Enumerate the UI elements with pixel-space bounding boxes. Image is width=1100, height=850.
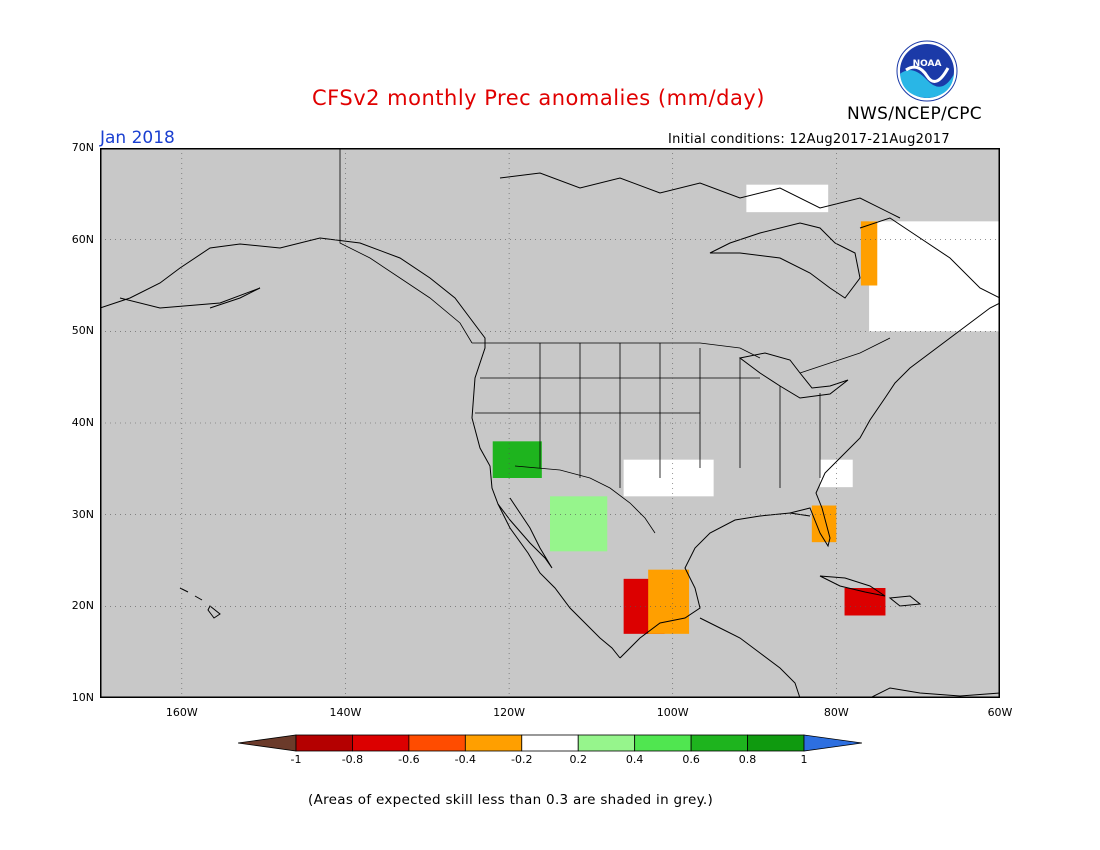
colorbar-level-label: -1 [290,753,302,766]
colorbar-level-label: 0.6 [682,753,700,766]
colorbar-box [634,734,692,752]
cuba [819,575,886,597]
hawaii-islands [179,587,221,619]
precip-anomaly-map [100,148,1000,698]
anomaly-southwest-us-green [492,441,542,478]
colorbar-level-label: -0.4 [454,753,477,766]
lon-label: 100W [656,706,689,719]
anomaly-baja-sonora-green [550,496,608,552]
anomaly-central-mexico-orange [648,569,690,634]
coastlines [100,172,1000,698]
mexico-gulf-coast [619,512,811,659]
colorbar-box [521,734,579,752]
alaska-canada-border [339,148,473,344]
lon-label: 60W [987,706,1013,719]
anomaly-cuba-haiti-red [844,588,886,616]
central-america [699,617,801,698]
colorbar-box [577,734,636,752]
baja-california [497,497,553,569]
map-frame [100,148,1000,698]
chart-title: CFSv2 monthly Prec anomalies (mm/day) [312,86,765,110]
lat-label: 10N [71,691,94,704]
lat-label: 20N [71,599,94,613]
lon-label: 140W [329,706,362,719]
anomaly-florida-orange [811,505,837,543]
florida-coast [789,302,1000,548]
lat-label: 60N [71,232,94,246]
anomaly-hudson-east-orange [860,221,878,286]
colorbar-box [690,734,748,752]
us-states-grid [475,343,821,488]
colorbar-low-triangle [238,734,297,752]
footnote: (Areas of expected skill less than 0.3 a… [308,792,714,808]
noaa-logo-text: NOAA [913,59,942,69]
alaska-coast [100,237,621,659]
graticule [100,148,1000,698]
colorbar-box [408,734,466,752]
political-borders [339,148,891,534]
lat-label: 50N [71,324,94,338]
organization-label: NWS/NCEP/CPC [847,104,982,124]
south-america-coast [869,687,1000,698]
colorbar-box [352,734,410,752]
initial-conditions: Initial conditions: 12Aug2017-21Aug2017 [668,132,950,147]
lat-label: 30N [71,507,94,521]
forecast-month: Jan 2018 [100,128,175,148]
colorbar-level-label: -0.2 [511,753,533,766]
lat-label: 40N [71,416,94,429]
hudson-bay [709,222,861,299]
lat-label: 70N [71,141,94,154]
lon-label: 120W [493,706,526,719]
colorbar-box [747,734,805,752]
us-mexico-border [514,465,656,534]
anomaly-texas-white [623,459,714,497]
colorbar-high-triangle [803,734,862,752]
great-lakes [738,352,849,399]
alaska-peninsula [119,287,261,309]
colorbar-level-label: 0.2 [569,753,587,766]
anomaly-layer [492,184,1000,634]
colorbar-level-label: 0.8 [738,753,757,766]
colorbar-level-label: -0.8 [341,753,364,766]
arctic-islands [499,172,901,219]
colorbar [238,734,862,752]
lon-label: 160W [165,706,198,719]
colorbar-box [295,734,353,752]
noaa-logo: NOAA [896,40,958,102]
labrador-coast [859,217,1000,299]
colorbar-level-label: 1 [800,753,808,766]
colorbar-box [464,734,523,752]
anomaly-baffin-white [746,184,829,213]
lon-label: 80W [823,706,849,719]
colorbar-level-label: -0.6 [398,753,420,766]
colorbar-level-label: 0.4 [625,753,644,766]
hispaniola [888,595,922,607]
